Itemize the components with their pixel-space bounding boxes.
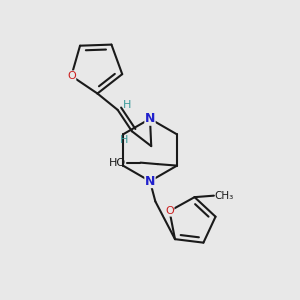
Text: HO: HO xyxy=(109,158,126,168)
Text: H: H xyxy=(120,135,129,145)
Text: O: O xyxy=(165,206,174,216)
Text: CH₃: CH₃ xyxy=(215,191,234,201)
Text: N: N xyxy=(145,175,155,188)
Text: N: N xyxy=(145,112,155,125)
Text: H: H xyxy=(123,100,131,110)
Text: O: O xyxy=(67,71,76,81)
